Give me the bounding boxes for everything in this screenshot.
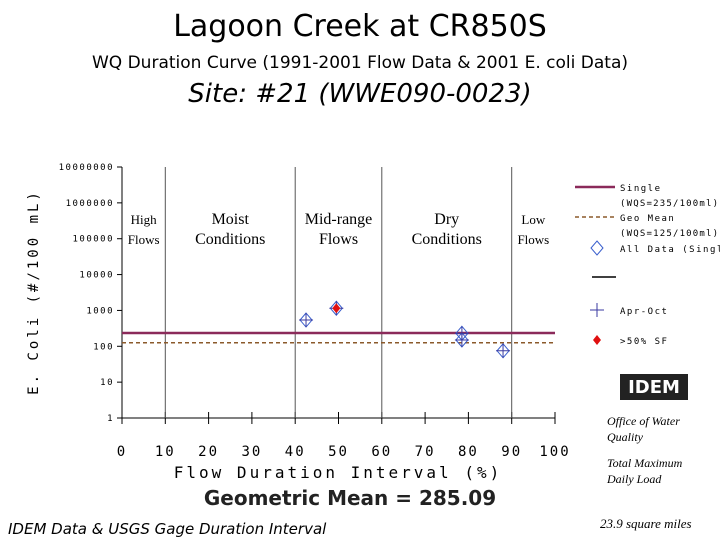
side-note: Daily Load [606, 472, 662, 486]
y-tick-label: 10000 [79, 271, 114, 281]
x-tick-label: 50 [328, 444, 349, 460]
y-axis-label: E. Coli (#/100 mL) [26, 189, 42, 395]
legend-label: Apr-Oct [620, 307, 668, 317]
legend-label: Geo Mean [620, 214, 675, 224]
x-tick-label: 100 [539, 444, 570, 460]
chart-title: Lagoon Creek at CR850S [173, 9, 547, 44]
x-tick-label: 90 [501, 444, 522, 460]
logo: IDEM [628, 377, 680, 398]
diamond-marker [590, 240, 604, 256]
x-tick-label: 70 [415, 444, 436, 460]
zone-label: Dry [434, 211, 459, 228]
legend-label: >50% SF [620, 337, 668, 347]
zone-label: Flows [128, 232, 160, 247]
legend-label: Single [620, 184, 662, 194]
x-tick-label: 40 [285, 444, 306, 460]
source-note: IDEM Data & USGS Gage Duration Interval [8, 520, 327, 538]
dot-marker [332, 303, 341, 314]
x-tick-label: 0 [117, 444, 127, 460]
y-tick-label: 100000 [72, 235, 114, 245]
zone-label: Flows [517, 232, 549, 247]
x-axis-label: Flow Duration Interval (%) [174, 463, 502, 482]
side-note: Office of Water [607, 414, 680, 428]
zone-label: High [131, 212, 158, 227]
legend-note: (WQS=125/100ml) [620, 229, 719, 239]
x-tick-label: 80 [458, 444, 479, 460]
y-tick-label: 1000 [86, 306, 114, 316]
x-tick-label: 10 [155, 444, 176, 460]
chart-subtitle: WQ Duration Curve (1991-2001 Flow Data &… [92, 53, 628, 73]
zone-label: Flows [319, 231, 358, 248]
y-tick-label: 10 [100, 378, 114, 388]
site-label: Site: #21 (WWE090-0023) [188, 79, 531, 109]
y-tick-label: 1 [107, 414, 114, 424]
legend-label: All Data (Single) [620, 245, 720, 255]
plus-marker [454, 332, 469, 347]
side-note: Total Maximum [607, 456, 683, 470]
zone-label: Moist [212, 211, 250, 228]
zone-label: Conditions [412, 231, 482, 248]
plus-marker [496, 343, 511, 358]
area-note: 23.9 square miles [600, 516, 692, 531]
zone-label: Low [521, 212, 545, 227]
zone-label: Mid-range [305, 211, 373, 228]
x-tick-label: 60 [371, 444, 392, 460]
plus-marker [299, 313, 314, 328]
legend-note: (WQS=235/100ml) [620, 199, 719, 209]
zone-label: Conditions [195, 231, 265, 248]
dot-marker [593, 335, 601, 345]
y-tick-label: 10000000 [59, 163, 114, 173]
plus-marker [590, 303, 604, 317]
geomean-annotation: Geometric Mean = 285.09 [204, 486, 496, 510]
side-note: Quality [607, 430, 644, 444]
y-tick-label: 100 [93, 342, 114, 352]
x-tick-label: 30 [241, 444, 262, 460]
logo-box [620, 374, 688, 400]
y-tick-label: 1000000 [66, 199, 114, 209]
x-tick-label: 20 [198, 444, 219, 460]
